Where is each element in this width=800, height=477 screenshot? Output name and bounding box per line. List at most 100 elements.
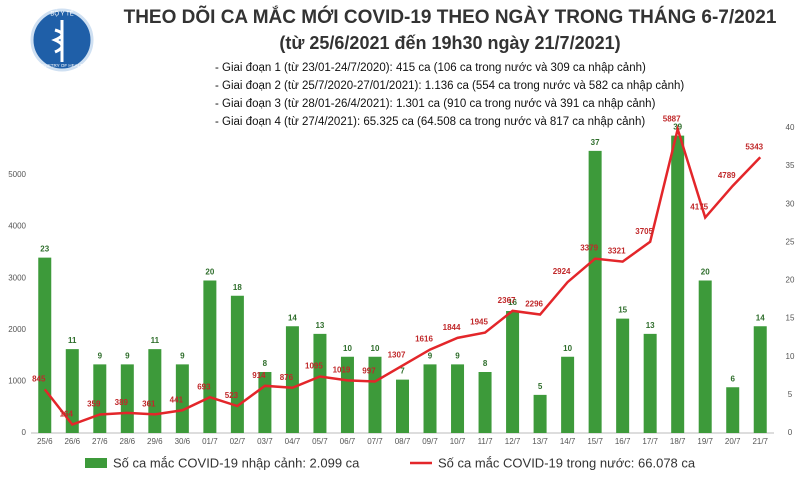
x-tick-label: 10/7 (450, 437, 466, 446)
bar (396, 379, 409, 433)
bar-label: 5 (538, 382, 543, 391)
x-tick-label: 21/7 (752, 437, 768, 446)
bar (753, 326, 767, 433)
x-tick-label: 19/7 (697, 437, 713, 446)
bar (175, 364, 189, 433)
bar-label: 14 (288, 313, 297, 322)
x-tick-label: 07/7 (367, 437, 383, 446)
x-tick-label: 27/6 (92, 437, 108, 446)
line-label: 441 (170, 395, 184, 404)
y-tick-label: 4000 (8, 222, 26, 231)
y2-tick-label: 5 (788, 390, 793, 399)
bar (423, 364, 437, 433)
x-tick-label: 29/6 (147, 437, 163, 446)
legend-swatch (85, 458, 107, 468)
bar (616, 318, 630, 433)
bar-label: 11 (151, 336, 160, 345)
x-tick-label: 04/7 (285, 437, 301, 446)
bar (671, 135, 685, 433)
x-tick-label: 12/7 (505, 437, 521, 446)
bar (313, 333, 327, 433)
bar-label: 9 (455, 351, 460, 360)
y-tick-label: 0 (22, 428, 27, 437)
bar-label: 9 (125, 351, 130, 360)
bar-label: 6 (730, 374, 735, 383)
line-label: 3379 (580, 244, 598, 253)
line-label: 4789 (718, 171, 736, 180)
bar (368, 356, 382, 433)
line-label: 361 (142, 399, 156, 408)
x-tick-label: 06/7 (340, 437, 356, 446)
y-tick-label: 5000 (8, 170, 26, 179)
bar (726, 387, 740, 433)
legend-label: Số ca mắc COVID-19 trong nước: 66.078 ca (438, 455, 696, 470)
x-tick-label: 20/7 (725, 437, 741, 446)
bar-label: 23 (40, 245, 49, 254)
x-tick-label: 05/7 (312, 437, 328, 446)
bar (340, 356, 354, 433)
y2-tick-label: 35 (786, 161, 795, 170)
x-tick-label: 30/6 (175, 437, 191, 446)
y-tick-label: 2000 (8, 325, 26, 334)
x-tick-label: 15/7 (587, 437, 603, 446)
x-tick-label: 13/7 (532, 437, 548, 446)
bar (451, 364, 465, 433)
logo: BỘ Y TẾ MINISTRY OF HEALTH (30, 8, 94, 72)
line-label: 3321 (608, 247, 626, 256)
line-label: 3705 (635, 227, 653, 236)
line-label: 1307 (388, 351, 406, 360)
bar-label: 16 (508, 298, 517, 307)
y2-tick-label: 20 (786, 276, 795, 285)
x-tick-label: 01/7 (202, 437, 218, 446)
line-label: 2367 (498, 296, 516, 305)
logo-top: BỘ Y TẾ (50, 11, 73, 18)
line-label: 1945 (470, 318, 488, 327)
line-label: 2296 (525, 300, 543, 309)
bar (203, 280, 217, 433)
bar-label: 15 (618, 306, 627, 315)
x-tick-label: 03/7 (257, 437, 273, 446)
bar-label: 20 (701, 268, 710, 277)
bar-label: 13 (315, 321, 324, 330)
bar-label: 9 (180, 351, 185, 360)
bar-label: 10 (563, 344, 572, 353)
line-label: 4175 (690, 203, 708, 212)
x-tick-label: 25/6 (37, 437, 53, 446)
x-tick-label: 14/7 (560, 437, 576, 446)
line (43, 124, 762, 427)
bar-label: 10 (371, 344, 380, 353)
line-label: 5887 (663, 114, 681, 123)
y-tick-label: 1000 (8, 377, 26, 386)
x-tick-label: 18/7 (670, 437, 686, 446)
line-label: 845 (32, 375, 46, 384)
line-label: 1844 (443, 323, 461, 332)
x-tick-label: 11/7 (478, 437, 494, 446)
line-label: 1095 (305, 362, 323, 371)
bar-label: 8 (263, 359, 268, 368)
bar-label: 10 (343, 344, 352, 353)
y2-tick-label: 15 (786, 314, 795, 323)
chart-subtitle: (từ 25/6/2021 đến 19h30 ngày 21/7/2021) (279, 33, 620, 53)
bar (506, 311, 520, 433)
y2-tick-label: 0 (788, 428, 793, 437)
legend-label: Số ca mắc COVID-19 nhập cảnh: 2.099 ca (113, 455, 360, 470)
line-label: 914 (252, 371, 266, 380)
bar-label: 8 (483, 359, 488, 368)
line-label: 389 (115, 398, 129, 407)
x-tick-label: 02/7 (230, 437, 246, 446)
bar (533, 394, 547, 433)
bar (561, 356, 575, 433)
y2-tick-label: 40 (786, 123, 795, 132)
note: - Giai đoạn 4 (từ 27/4/2021): 65.325 ca … (215, 116, 645, 128)
y-tick-label: 3000 (8, 273, 26, 282)
line-label: 164 (60, 410, 74, 419)
y2-tick-label: 10 (786, 352, 795, 361)
x-tick-label: 28/6 (120, 437, 136, 446)
chart-title: THEO DÕI CA MẮC MỚI COVID-19 THEO NGÀY T… (124, 6, 777, 28)
bar (285, 326, 299, 433)
note: - Giai đoạn 1 (từ 23/01-24/7/2020): 415 … (215, 62, 646, 74)
bar (65, 349, 79, 433)
note: - Giai đoạn 3 (từ 28/01-26/4/2021): 1.30… (215, 98, 656, 110)
line-label: 997 (362, 367, 376, 376)
x-tick-label: 17/7 (642, 437, 658, 446)
